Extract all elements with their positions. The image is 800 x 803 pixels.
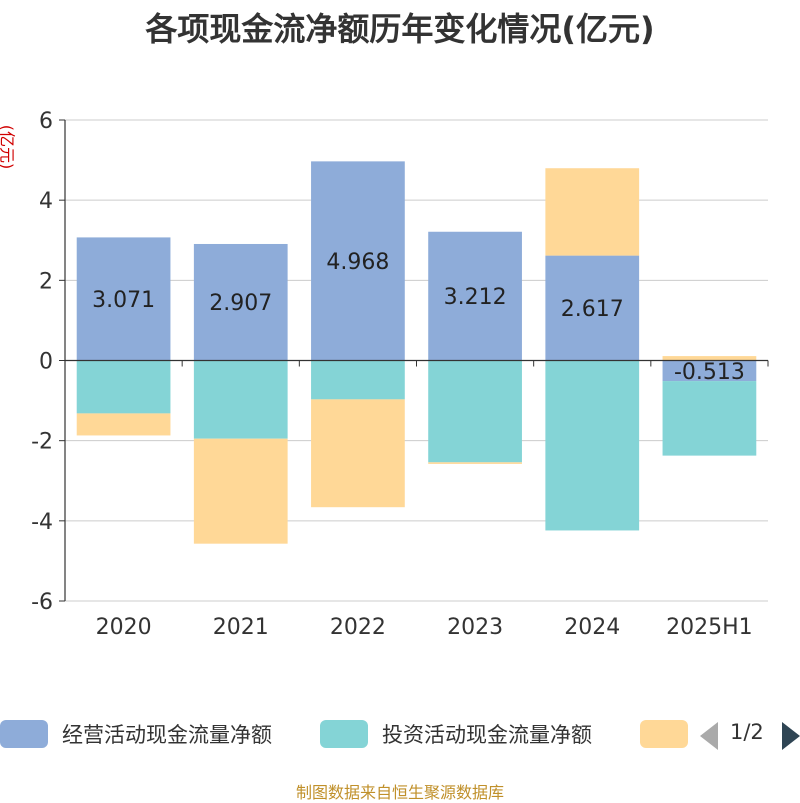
legend-item-investing[interactable]: 投资活动现金流量净额 [320,716,592,752]
bar-investing [311,360,405,400]
data-label: 3.071 [92,288,155,313]
y-tick-label: 6 [39,109,53,134]
bar-operating [545,255,640,361]
x-tick-label: 2020 [96,615,152,640]
x-tick-label: 2021 [213,615,269,640]
legend-item-financing[interactable] [640,716,688,752]
y-tick-label: -2 [31,430,53,455]
bar-operating [193,243,288,361]
chart-title: 各项现金流净额历年变化情况(亿元) [145,10,655,48]
data-label: 2.617 [561,297,624,322]
x-tick-label: 2025H1 [666,615,753,640]
legend-swatch-financing [640,720,688,748]
y-tick-label: 0 [39,350,53,375]
legend-swatch-operating [0,720,48,748]
y-tick-label: -6 [31,590,53,615]
data-label: -0.513 [674,360,745,385]
legend-item-operating[interactable]: 经营活动现金流量净额 [0,716,272,752]
bar-investing [76,360,171,414]
y-tick-label: -4 [31,510,53,535]
bar-investing [545,360,640,531]
data-label: 3.212 [444,285,507,310]
legend: 经营活动现金流量净额 投资活动现金流量净额 1/2 [0,716,800,756]
y-tick-label: 2 [39,269,53,294]
x-tick-label: 2022 [330,615,386,640]
bar-financing [193,438,288,544]
bar-financing [311,399,405,508]
bar-operating [428,231,522,361]
bar-financing [428,462,522,464]
legend-label-operating: 经营活动现金流量净额 [62,723,272,747]
data-label: 2.907 [209,291,272,316]
legend-swatch-investing [320,720,368,748]
bar-financing [545,168,640,256]
bar-investing [428,360,522,463]
bar-operating [76,237,171,361]
legend-next-page-icon[interactable] [782,722,800,750]
bar-investing [193,360,288,439]
bar-operating [662,360,757,382]
source-note: 制图数据来自恒生聚源数据库 [295,783,504,802]
y-tick-label: 4 [39,189,53,214]
legend-prev-page-icon[interactable] [700,722,718,750]
legend-label-investing: 投资活动现金流量净额 [382,723,592,747]
bar-financing [662,356,757,361]
data-label: 4.968 [326,250,389,275]
x-tick-label: 2023 [447,615,503,640]
x-tick-label: 2024 [564,615,620,640]
legend-page-indicator: 1/2 [730,720,764,744]
bar-financing [76,413,171,436]
bar-operating [311,161,405,361]
bar-investing [662,381,757,456]
bar-chart: -6 -4 -2 0 2 4 6 2020 2021 2022 2023 2024 2025H1 3.07… [31,109,769,640]
